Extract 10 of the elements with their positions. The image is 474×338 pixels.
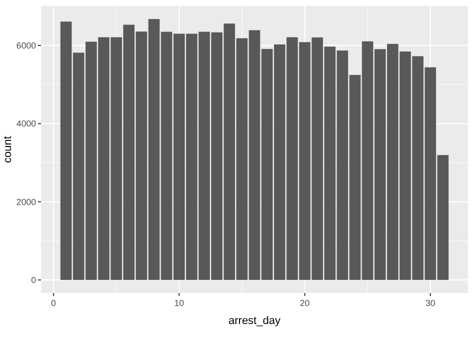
y-tick-label: 6000 [16, 40, 36, 50]
y-tick-label: 0 [31, 274, 36, 285]
x-tick-label: 20 [300, 298, 310, 308]
y-tick-label: 4000 [16, 118, 36, 129]
x-tick-label: 0 [51, 298, 56, 308]
x-axis-title: arrest_day [228, 315, 281, 327]
x-tick-label: 30 [425, 298, 436, 308]
x-tick-label: 10 [174, 298, 184, 308]
y-tick-label: 2000 [16, 196, 36, 207]
y-axis-title: count [2, 136, 14, 163]
